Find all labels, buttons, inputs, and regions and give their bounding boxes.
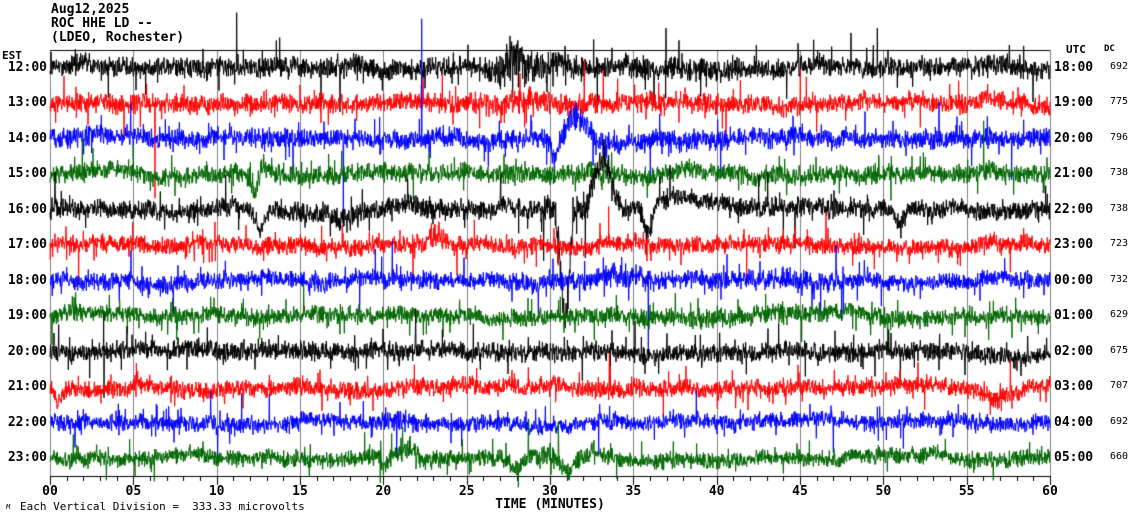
dc-value-05:00: 660 xyxy=(1109,451,1128,463)
dc-value-22:00: 738 xyxy=(1109,202,1128,214)
est-label-18:00: 18:00 xyxy=(7,272,47,288)
dc-value-03:00: 707 xyxy=(1109,380,1128,392)
x-tick-label-45: 45 xyxy=(792,484,808,499)
x-tick-label-40: 40 xyxy=(708,484,725,499)
utc-label-19:00: 19:00 xyxy=(1054,95,1094,111)
x-tick-label-50: 50 xyxy=(875,484,892,499)
dc-value-02:00: 675 xyxy=(1109,344,1128,356)
utc-label-22:00: 22:00 xyxy=(1054,201,1094,217)
x-tick-label-20: 20 xyxy=(375,484,392,499)
est-label-23:00: 23:00 xyxy=(7,450,47,466)
dc-value-21:00: 738 xyxy=(1109,167,1128,179)
x-tick-label-60: 60 xyxy=(1042,484,1058,499)
est-label-13:00: 13:00 xyxy=(7,95,47,111)
dc-value-20:00: 796 xyxy=(1109,131,1128,143)
x-tick-label-15: 15 xyxy=(292,484,308,499)
title-station-code: ROC HHE LD -- xyxy=(51,16,153,31)
utc-label-20:00: 20:00 xyxy=(1054,130,1094,146)
est-label-17:00: 17:00 xyxy=(7,237,47,253)
est-label-14:00: 14:00 xyxy=(7,130,47,146)
dc-value-04:00: 692 xyxy=(1109,415,1128,427)
x-tick-label-25: 25 xyxy=(458,484,475,499)
dc-value-18:00: 692 xyxy=(1109,60,1128,72)
utc-label-02:00: 02:00 xyxy=(1054,343,1094,359)
utc-label-01:00: 01:00 xyxy=(1054,308,1094,324)
right-axis-header-utc: UTC xyxy=(1066,43,1086,56)
est-label-19:00: 19:00 xyxy=(7,308,47,324)
x-tick-label-10: 10 xyxy=(208,484,225,499)
est-label-12:00: 12:00 xyxy=(7,59,47,75)
dc-value-19:00: 775 xyxy=(1109,96,1128,108)
x-tick-label-30: 30 xyxy=(542,484,558,499)
x-tick-label-00: 00 xyxy=(42,484,58,499)
left-axis-header-est: EST xyxy=(2,49,22,62)
title-date: Aug12,2025 xyxy=(51,2,130,17)
dc-value-01:00: 629 xyxy=(1109,309,1128,321)
est-label-20:00: 20:00 xyxy=(7,343,47,359)
x-tick-label-05: 05 xyxy=(125,484,142,499)
est-label-16:00: 16:00 xyxy=(7,201,47,217)
utc-label-00:00: 00:00 xyxy=(1054,272,1094,288)
utc-label-23:00: 23:00 xyxy=(1054,237,1094,253)
vertical-scale-note: Each Vertical Division = 333.33 microvol… xyxy=(20,500,305,513)
utc-label-21:00: 21:00 xyxy=(1054,166,1094,182)
utc-label-04:00: 04:00 xyxy=(1054,414,1094,430)
dc-value-00:00: 732 xyxy=(1109,273,1128,285)
est-label-22:00: 22:00 xyxy=(7,414,47,430)
corner-mark: M xyxy=(6,503,11,511)
utc-label-18:00: 18:00 xyxy=(1054,59,1094,75)
x-tick-label-35: 35 xyxy=(625,484,642,499)
utc-label-03:00: 03:00 xyxy=(1054,379,1094,395)
title-network-name: (LDEO, Rochester) xyxy=(51,30,185,45)
est-label-21:00: 21:00 xyxy=(7,379,47,395)
x-axis-title: TIME (MINUTES) xyxy=(495,497,605,512)
est-label-15:00: 15:00 xyxy=(7,166,47,182)
x-tick-label-55: 55 xyxy=(958,484,975,499)
dc-value-23:00: 723 xyxy=(1109,238,1128,250)
dc-column-header: DC xyxy=(1104,44,1115,54)
utc-label-05:00: 05:00 xyxy=(1054,450,1094,466)
